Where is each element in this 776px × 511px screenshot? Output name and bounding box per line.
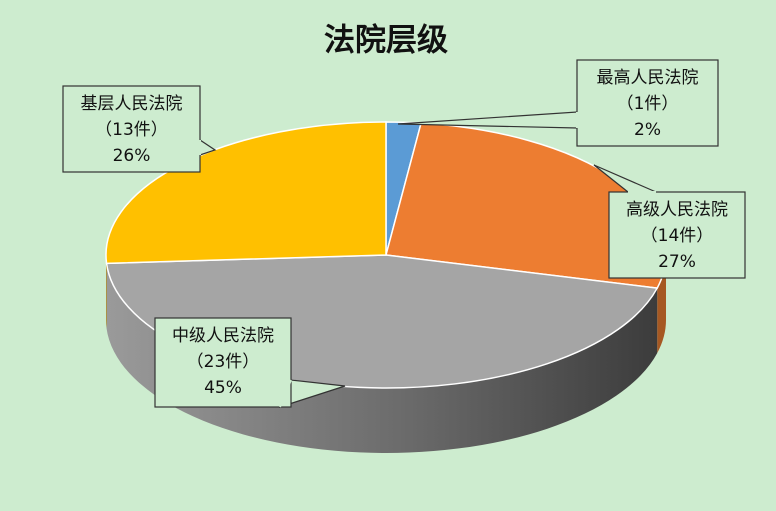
pointer-cover <box>279 379 292 408</box>
value-label: 45% <box>204 378 242 398</box>
callout-box <box>576 59 719 147</box>
value-label: 2% <box>634 120 661 140</box>
value-label: 27% <box>658 252 696 272</box>
count-label: （1件） <box>617 94 679 114</box>
count-label: （23件） <box>187 352 260 372</box>
slice-side <box>106 255 107 329</box>
category-label: 中级人民法院 <box>172 326 274 346</box>
category-label: 基层人民法院 <box>81 94 183 114</box>
value-label: 26% <box>113 146 151 166</box>
chart-title: 法院层级 <box>324 23 448 59</box>
category-label: 高级人民法院 <box>626 200 728 220</box>
callouts: 最高人民法院 （1件） 2% 高级人民法院 （14件） 27% 中级人民法院 （23件） 45%… <box>62 59 746 408</box>
callout-box <box>62 85 201 173</box>
count-label: （13件） <box>95 120 168 140</box>
callout-box <box>154 317 292 408</box>
callout-box <box>608 191 746 279</box>
category-label: 最高人民法院 <box>597 68 699 88</box>
count-label: （14件） <box>641 226 714 246</box>
slice-side <box>657 255 666 354</box>
